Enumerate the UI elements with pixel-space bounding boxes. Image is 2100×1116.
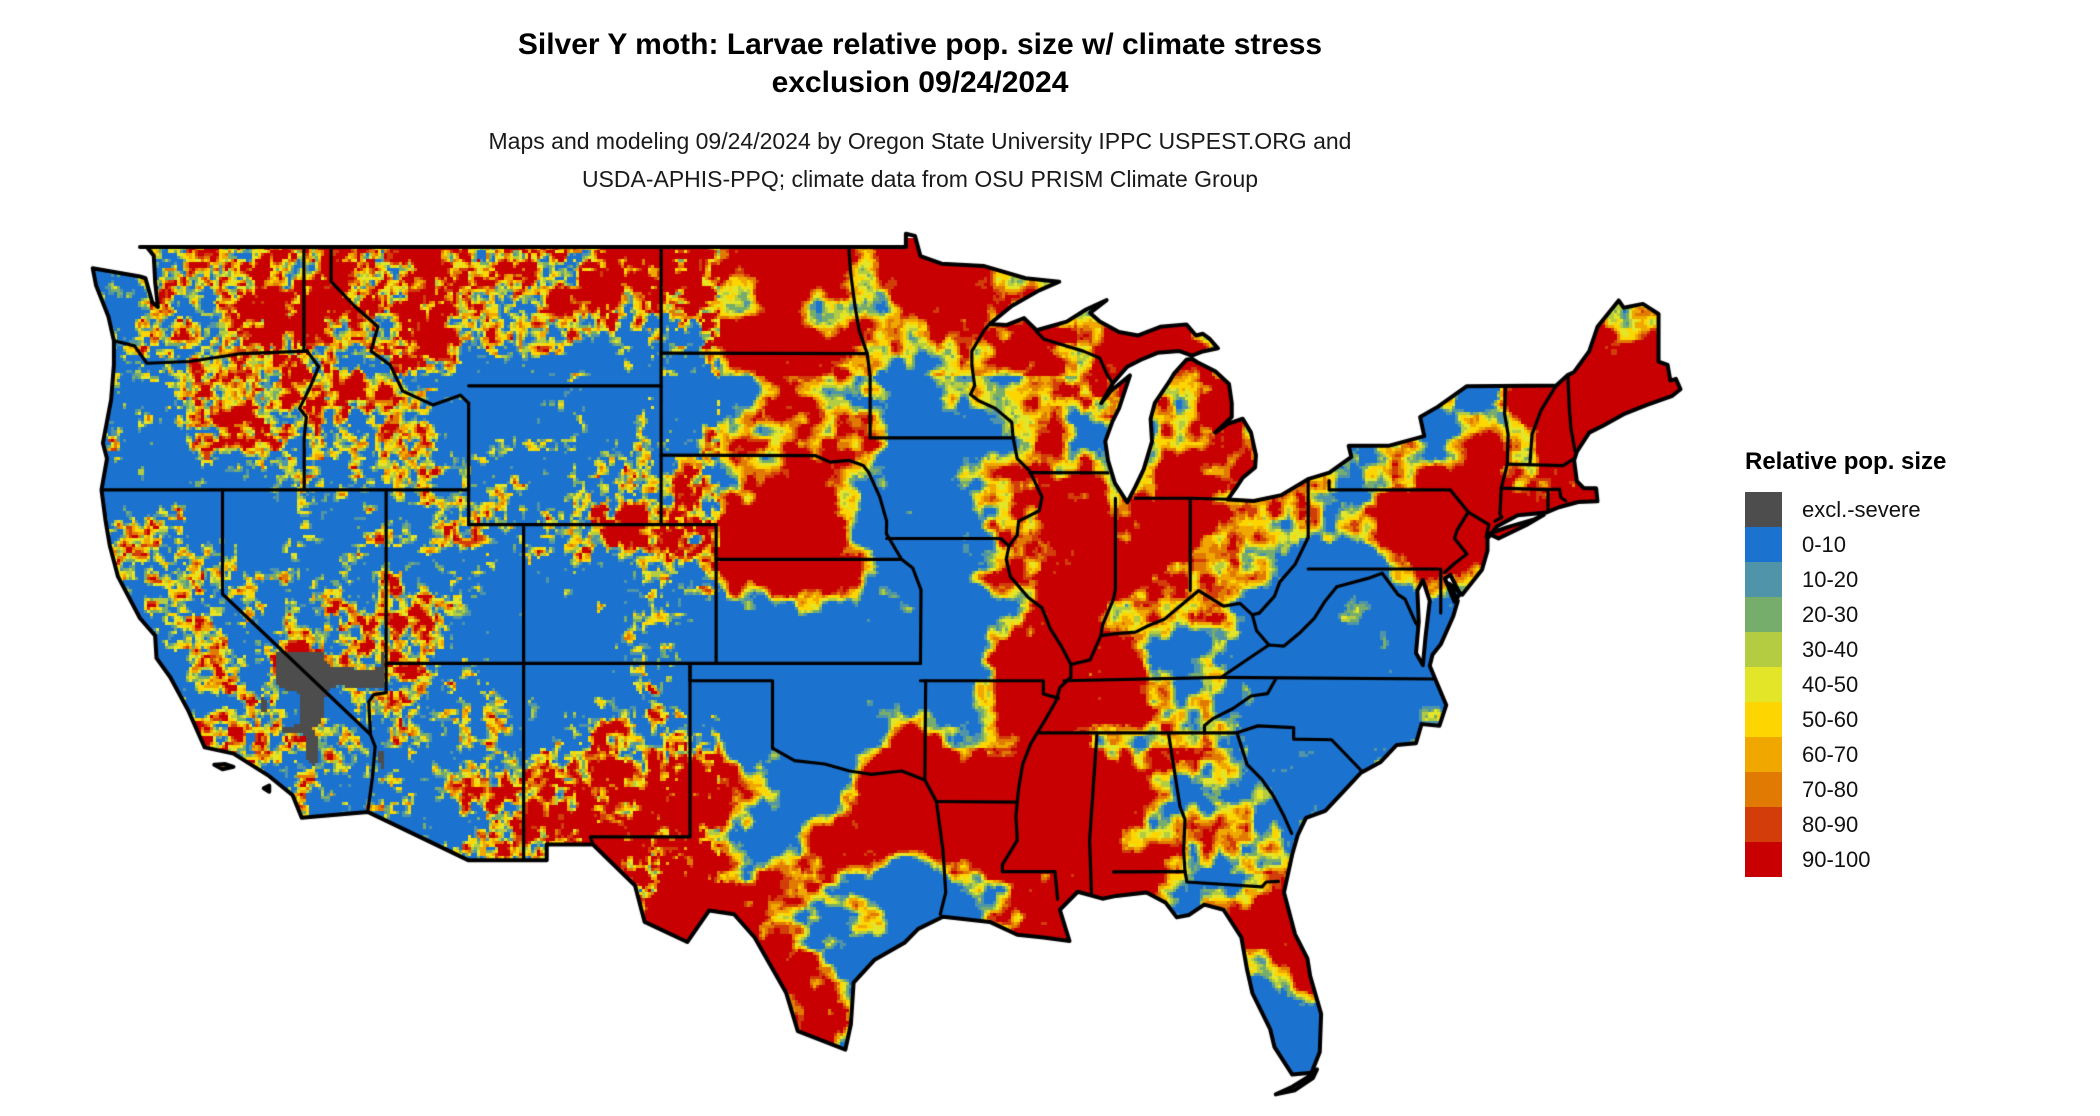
legend-title: Relative pop. size [1745,448,1947,475]
legend-swatch [1745,632,1782,667]
legend-item: 40-50 [1745,667,1946,702]
legend-label: 70-80 [1802,776,1859,802]
legend-label: 10-20 [1802,566,1859,592]
legend-swatch [1745,492,1782,527]
legend-item: 70-80 [1745,772,1946,807]
legend-item: excl.-severe [1745,492,1946,527]
legend-swatch [1745,772,1782,807]
legend-item: 60-70 [1745,737,1946,772]
legend-swatch [1745,667,1782,702]
legend-label: 80-90 [1802,811,1859,837]
legend-item: 10-20 [1745,562,1946,597]
legend-label: 20-30 [1802,601,1859,627]
legend-label: 90-100 [1802,846,1871,872]
legend-item: 0-10 [1745,527,1946,562]
legend-label: 60-70 [1802,741,1859,767]
legend-item: 30-40 [1745,632,1946,667]
legend-swatch [1745,842,1782,877]
legend-item: 50-60 [1745,702,1946,737]
legend-items: excl.-severe 0-10 10-20 20-30 30-40 40-50 50-6… [1745,492,1946,877]
legend-item: 80-90 [1745,807,1946,842]
legend-label: 30-40 [1802,636,1859,662]
legend-swatch [1745,702,1782,737]
legend-swatch [1745,737,1782,772]
legend-label: excl.-severe [1802,496,1921,522]
legend-label: 50-60 [1802,706,1859,732]
legend-label: 40-50 [1802,671,1859,697]
legend-swatch [1745,807,1782,842]
legend-item: 20-30 [1745,597,1946,632]
legend-swatch [1745,527,1782,562]
legend: Relative pop. size excl.-severe 0-10 10-20… [1745,448,1946,877]
legend-label: 0-10 [1802,531,1847,557]
legend-swatch [1745,597,1782,632]
legend-item: 90-100 [1745,842,1946,877]
legend-swatch [1745,562,1782,597]
